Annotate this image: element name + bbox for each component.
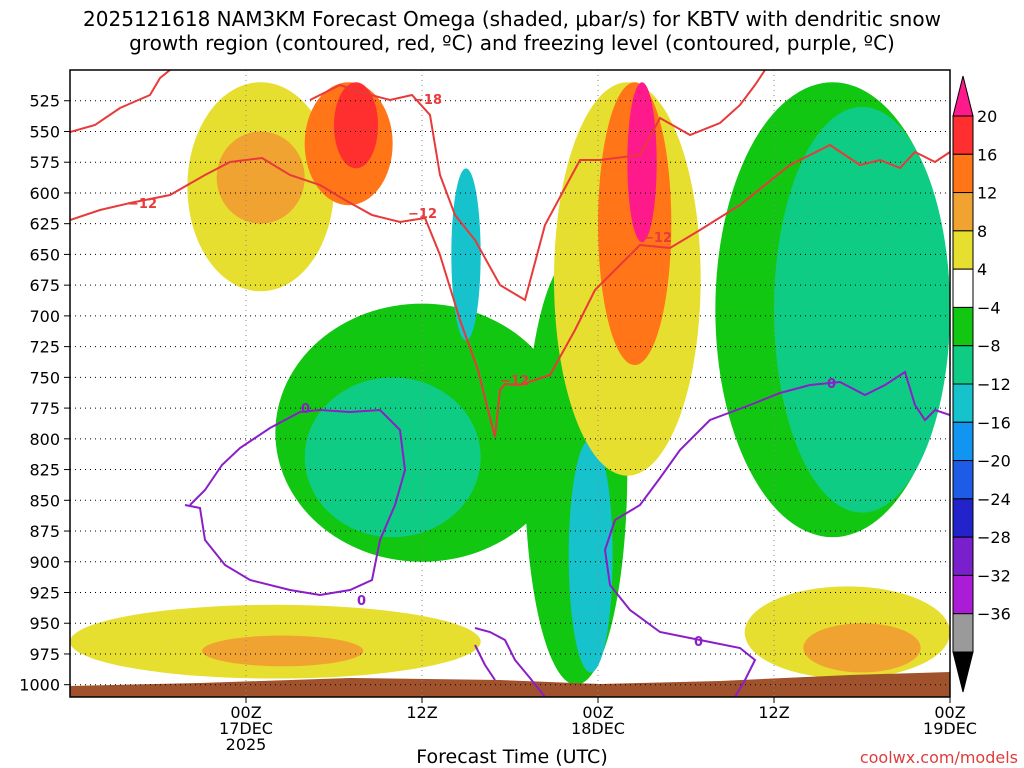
omega-region-6: [451, 168, 481, 341]
y-tick-label-900: 900: [29, 553, 60, 572]
colorbar-label-7: −12: [977, 375, 1011, 394]
colorbar-box-9: [952, 460, 974, 500]
colorbar-bottom-arrow: [952, 651, 974, 693]
colorbar: 20 16 12 8 4 −4 −8 −12 −16 −20 −24 −28 −32 −36: [952, 75, 1011, 693]
omega-region-3: [334, 82, 378, 169]
colorbar-label-4: 4: [977, 260, 987, 279]
colorbar-box-13: [952, 613, 974, 653]
dendritic-contour-main: [70, 143, 950, 438]
omega-region-17: [202, 635, 364, 667]
contour-label-zero-far-right: 0: [827, 377, 836, 392]
colorbar-box-2: [952, 192, 974, 232]
omega-region-5: [304, 377, 481, 538]
colorbar-label-3: 8: [977, 222, 987, 241]
x-tick-label-0-0: 00Z: [230, 703, 261, 722]
contour-label-minus12-low: −12: [500, 374, 529, 389]
freezing-contour-bottom: [474, 627, 546, 697]
contour-label-zero-bottom: 0: [357, 594, 366, 609]
contour-label-minus18: −18: [413, 93, 442, 108]
omega-region-15: [803, 623, 921, 673]
contour-label-minus12-mid: −12: [408, 207, 437, 222]
colorbar-label-9: −20: [977, 452, 1011, 471]
omega-region-1: [216, 131, 305, 224]
y-axis: 525 550 575 600 625 650 675 700 725 750 775 800 825 8…: [19, 92, 70, 695]
grid-layer: [70, 70, 951, 697]
freezing-contour-right: [603, 370, 950, 697]
freezing-contour-bottom-small: [474, 644, 496, 681]
colorbar-label-0: 20: [977, 107, 997, 126]
y-tick-label-550: 550: [29, 122, 60, 141]
colorbar-label-8: −16: [977, 413, 1011, 432]
x-tick-label-1-0: 12Z: [406, 703, 437, 722]
contour-label-minus12-right: −12: [643, 231, 672, 246]
y-tick-label-575: 575: [29, 153, 60, 172]
x-tick-label-2-0: 00Z: [582, 703, 613, 722]
colorbar-label-6: −8: [977, 337, 1001, 356]
dendritic-contour-upper: [70, 70, 171, 133]
colorbar-label-2: 12: [977, 184, 997, 203]
y-tick-label-925: 925: [29, 584, 60, 603]
x-tick-label-0-2: 2025: [226, 735, 267, 754]
y-tick-label-825: 825: [29, 461, 60, 480]
contour-label-minus12-left: −12: [128, 197, 157, 212]
chart-title-line-1: 2025121618 NAM3KM Forecast Omega (shaded…: [83, 7, 941, 31]
colorbar-box-0: [952, 115, 974, 155]
y-tick-label-975: 975: [29, 645, 60, 664]
y-tick-label-700: 700: [29, 307, 60, 326]
y-tick-label-800: 800: [29, 430, 60, 449]
colorbar-box-5: [952, 306, 974, 347]
omega-region-11: [627, 82, 657, 243]
credit-link[interactable]: coolwx.com/models: [859, 748, 1018, 767]
y-tick-label-950: 950: [29, 614, 60, 633]
y-tick-label-525: 525: [29, 92, 60, 111]
colorbar-box-8: [952, 421, 974, 462]
x-tick-label-0-1: 17DEC: [219, 719, 273, 738]
colorbar-label-10: −24: [977, 490, 1011, 509]
y-tick-label-1000: 1000: [19, 676, 60, 695]
colorbar-label-1: 16: [977, 145, 997, 164]
dendritic-contour-top-middle: [309, 83, 600, 302]
freezing-contour-left: [184, 408, 407, 597]
x-tick-label-4-0: 00Z: [934, 703, 965, 722]
colorbar-box-6: [952, 345, 974, 385]
y-tick-label-875: 875: [29, 522, 60, 541]
contour-layer: −12 −18 −12 −12 −12 0 0 0 0: [70, 70, 950, 697]
colorbar-label-11: −28: [977, 528, 1011, 547]
colorbar-box-12: [952, 574, 974, 615]
colorbar-label-13: −36: [977, 605, 1011, 624]
y-tick-label-675: 675: [29, 276, 60, 295]
colorbar-box-11: [952, 536, 974, 576]
colorbar-label-12: −32: [977, 566, 1011, 585]
y-tick-label-850: 850: [29, 491, 60, 510]
omega-shading-layer: [70, 82, 950, 685]
colorbar-box-7: [952, 383, 974, 423]
y-tick-label-725: 725: [29, 338, 60, 357]
colorbar-top-arrow: [952, 75, 974, 117]
y-tick-label-625: 625: [29, 215, 60, 234]
x-axis-title: Forecast Time (UTC): [416, 746, 608, 768]
contour-label-zero-right: 0: [694, 635, 703, 650]
y-tick-label-650: 650: [29, 245, 60, 264]
y-tick-label-600: 600: [29, 184, 60, 203]
omega-region-8: [568, 438, 613, 673]
colorbar-label-5: −4: [977, 298, 1001, 317]
y-tick-label-775: 775: [29, 399, 60, 418]
omega-region-13: [774, 106, 950, 513]
chart-title-line-2: growth region (contoured, red, ºC) and f…: [129, 31, 895, 55]
x-tick-label-4-1: 19DEC: [923, 719, 977, 738]
plot-frame: [69, 69, 951, 698]
x-tick-label-3-0: 12Z: [758, 703, 789, 722]
colorbar-box-10: [952, 498, 974, 538]
colorbar-box-3: [952, 230, 974, 270]
x-tick-label-2-1: 18DEC: [571, 719, 625, 738]
colorbar-box-4: [952, 268, 974, 308]
y-tick-label-750: 750: [29, 368, 60, 387]
colorbar-box-1: [952, 153, 974, 194]
dendritic-contour-top-right: [599, 70, 766, 161]
contour-label-zero-top: 0: [301, 402, 310, 417]
